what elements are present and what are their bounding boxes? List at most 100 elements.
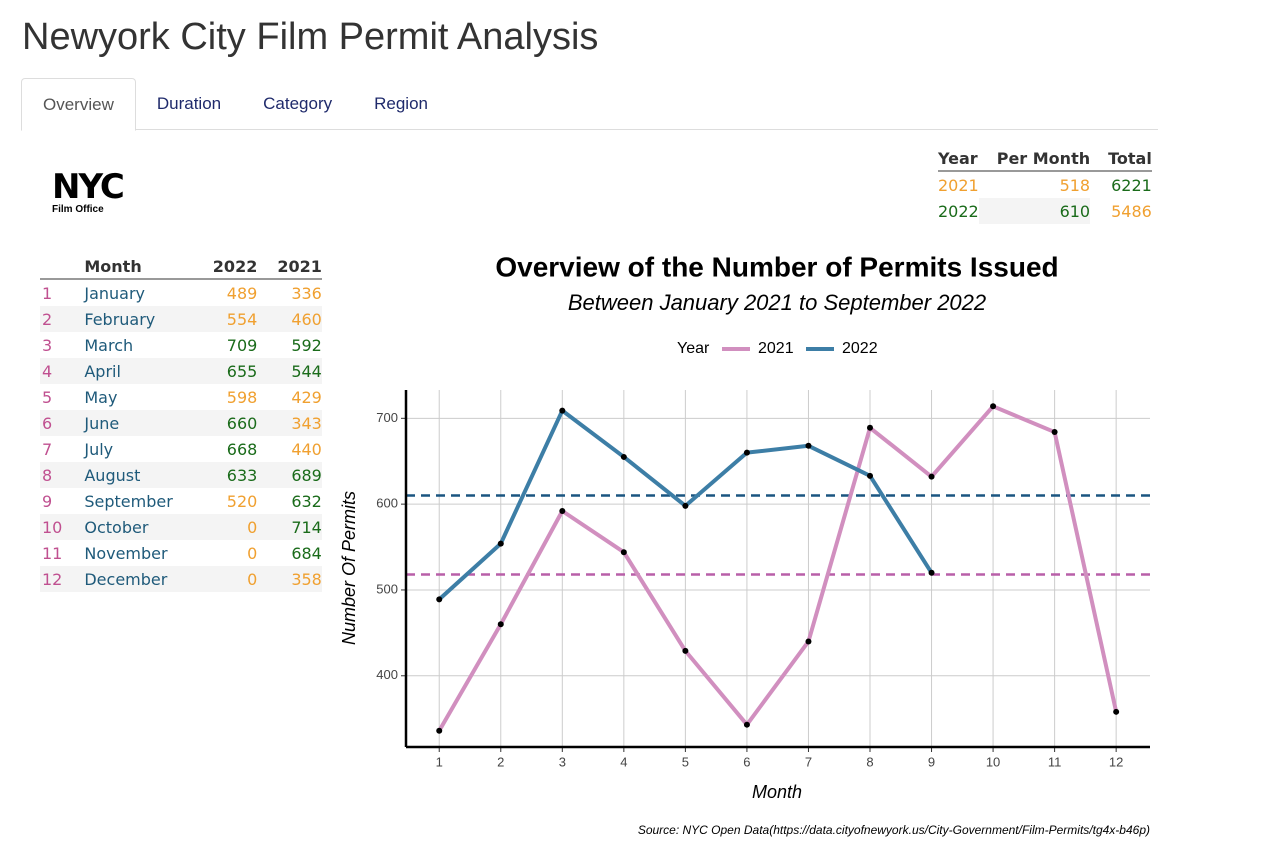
permit-count: 489: [226, 283, 258, 303]
caption: Source: NYC Open Data(https://data.cityo…: [638, 823, 1150, 837]
row-index: 10: [40, 514, 85, 540]
month-row: 4 April 655 544: [40, 358, 322, 384]
summary-cell: 5486: [1111, 201, 1152, 221]
column-header: Month: [84, 253, 193, 280]
month-row: 3 March 709 592: [40, 332, 322, 358]
tab-bar: Overview Duration Category Region: [21, 78, 1158, 131]
data-point: [928, 569, 935, 576]
data-point: [497, 621, 504, 628]
month-name: May: [84, 387, 118, 407]
summary-row: 2022 610 5486: [938, 198, 1152, 224]
permit-count: 598: [226, 387, 258, 407]
x-tick-label: 4: [620, 754, 627, 769]
x-tick-label: 10: [986, 754, 1000, 769]
summary-cell: 518: [1059, 175, 1091, 195]
permit-count: 544: [257, 358, 322, 384]
permit-count: 336: [291, 283, 322, 303]
data-point: [928, 473, 935, 480]
row-index: 1: [42, 283, 53, 303]
column-header: Per Month: [978, 145, 1091, 172]
row-index: 11: [42, 543, 63, 563]
y-tick-label: 700: [376, 410, 398, 425]
row-index: 8: [40, 462, 85, 488]
month-row: 5 May 598 429: [40, 384, 322, 410]
data-point: [436, 596, 443, 603]
summary-cell: 610: [978, 198, 1091, 224]
month-name: June: [84, 410, 193, 436]
data-point: [559, 508, 566, 515]
permit-count: 440: [291, 439, 322, 459]
column-header: Total: [1090, 145, 1152, 172]
x-tick-label: 1: [436, 754, 443, 769]
month-row: 2 February 554 460: [40, 306, 322, 332]
permit-count: 460: [257, 306, 322, 332]
header-row: Year Per Month Total: [938, 145, 1152, 172]
chart-title: Overview of the Number of Permits Issued: [495, 251, 1058, 282]
permit-count: 714: [257, 514, 322, 540]
row-index: 4: [40, 358, 85, 384]
month-row: 6 June 660 343: [40, 410, 322, 436]
permit-count: 0: [192, 566, 258, 592]
page-title: Newyork City Film Permit Analysis: [22, 16, 599, 58]
y-tick-label: 600: [376, 496, 398, 511]
month-row: 11 November 0 684: [40, 540, 322, 566]
data-point: [743, 721, 750, 728]
permit-count: 429: [291, 387, 322, 407]
x-axis-label: Month: [752, 782, 802, 802]
month-name: January: [84, 283, 146, 303]
y-axis-label: Number Of Permits: [339, 491, 359, 645]
month-row: 8 August 633 689: [40, 462, 322, 488]
data-point: [1051, 429, 1058, 436]
tab[interactable]: Duration: [156, 94, 222, 113]
permit-count: 709: [226, 335, 258, 355]
permit-count: 0: [192, 514, 258, 540]
x-tick-label: 5: [682, 754, 689, 769]
legend-label: 2022: [842, 340, 878, 357]
permit-count: 343: [257, 410, 322, 436]
summary-table: Year Per Month Total 2021 518 6221 2022 610 5486: [938, 145, 1152, 224]
data-point: [559, 407, 566, 414]
data-point: [867, 424, 873, 431]
month-row: 9 September 520 632: [40, 488, 322, 514]
summary-cell: 6221: [1111, 175, 1152, 195]
permit-count: 633: [192, 462, 258, 488]
logo-text: NYC: [52, 167, 125, 207]
x-tick-label: 9: [928, 754, 935, 769]
tab[interactable]: Overview: [21, 78, 136, 131]
data-point: [682, 502, 689, 509]
month-table: Month 2022 2021 1 January 489 336 2 February 554 4…: [40, 253, 322, 592]
series-line: [437, 404, 1119, 732]
data-point: [990, 403, 997, 410]
permit-count: 592: [291, 335, 322, 355]
permit-count: 520: [226, 491, 258, 511]
data-point: [805, 442, 812, 449]
month-name: February: [84, 306, 193, 332]
row-index: 6: [40, 410, 85, 436]
summary-cell: 2022: [938, 201, 979, 221]
row-index: 5: [42, 387, 53, 407]
row-index: 7: [42, 439, 53, 459]
permit-count: 358: [257, 566, 322, 592]
month-name: April: [84, 358, 193, 384]
tab[interactable]: Region: [374, 94, 428, 113]
data-point: [497, 540, 504, 547]
month-name: July: [84, 439, 114, 459]
month-name: August: [84, 462, 193, 488]
month-row: 7 July 668 440: [40, 436, 322, 462]
summary-row: 2021 518 6221: [938, 172, 1152, 198]
data-point: [743, 449, 750, 456]
month-name: March: [84, 335, 134, 355]
permit-count: 0: [247, 543, 258, 563]
logo-subtext: Film Office: [52, 204, 104, 215]
x-tick-label: 11: [1048, 754, 1062, 769]
month-name: September: [84, 491, 173, 511]
data-point: [1113, 708, 1120, 715]
series-line: [437, 408, 934, 601]
data-point: [682, 647, 689, 654]
data-point: [867, 472, 873, 479]
month-name: November: [84, 543, 168, 563]
tab[interactable]: Category: [263, 94, 333, 113]
permit-count: 684: [291, 543, 322, 563]
month-row: 10 October 0 714: [40, 514, 322, 540]
x-tick-label: 8: [866, 754, 873, 769]
